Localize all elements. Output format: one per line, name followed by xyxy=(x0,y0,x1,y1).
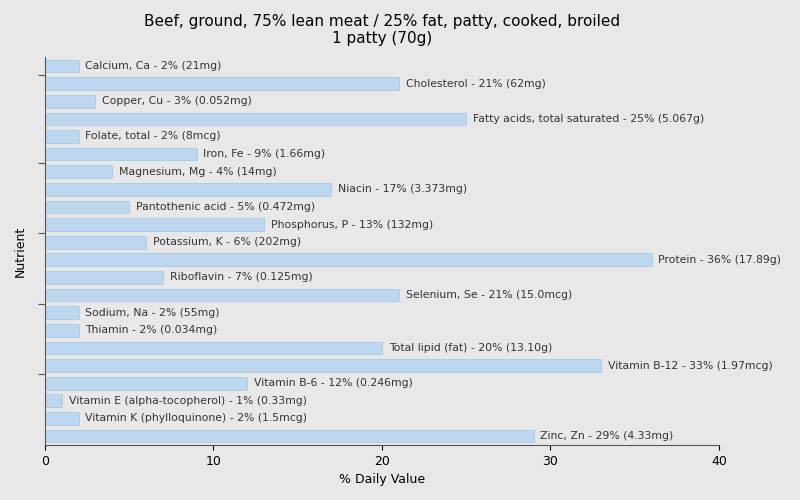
Text: Protein - 36% (17.89g): Protein - 36% (17.89g) xyxy=(658,255,782,265)
Bar xyxy=(45,148,197,160)
Bar xyxy=(45,359,601,372)
Text: Vitamin B-6 - 12% (0.246mg): Vitamin B-6 - 12% (0.246mg) xyxy=(254,378,413,388)
Bar xyxy=(45,254,651,266)
Bar xyxy=(45,430,534,442)
Bar xyxy=(45,306,78,319)
Bar xyxy=(45,200,129,213)
Y-axis label: Nutrient: Nutrient xyxy=(14,226,27,276)
Text: Vitamin K (phylloquinone) - 2% (1.5mcg): Vitamin K (phylloquinone) - 2% (1.5mcg) xyxy=(86,414,307,424)
Bar xyxy=(45,130,78,143)
Text: Calcium, Ca - 2% (21mg): Calcium, Ca - 2% (21mg) xyxy=(86,61,222,71)
Text: Riboflavin - 7% (0.125mg): Riboflavin - 7% (0.125mg) xyxy=(170,272,312,282)
Text: Vitamin E (alpha-tocopherol) - 1% (0.33mg): Vitamin E (alpha-tocopherol) - 1% (0.33m… xyxy=(69,396,306,406)
Text: Thiamin - 2% (0.034mg): Thiamin - 2% (0.034mg) xyxy=(86,326,218,336)
Text: Phosphorus, P - 13% (132mg): Phosphorus, P - 13% (132mg) xyxy=(270,220,433,230)
Bar xyxy=(45,342,382,354)
Text: Vitamin B-12 - 33% (1.97mcg): Vitamin B-12 - 33% (1.97mcg) xyxy=(608,360,773,370)
Bar xyxy=(45,60,78,72)
Text: Selenium, Se - 21% (15.0mcg): Selenium, Se - 21% (15.0mcg) xyxy=(406,290,572,300)
Text: Cholesterol - 21% (62mg): Cholesterol - 21% (62mg) xyxy=(406,78,546,88)
Bar xyxy=(45,166,112,178)
Bar xyxy=(45,271,163,284)
Text: Fatty acids, total saturated - 25% (5.067g): Fatty acids, total saturated - 25% (5.06… xyxy=(473,114,704,124)
Bar xyxy=(45,218,264,231)
Bar xyxy=(45,394,62,407)
Bar xyxy=(45,377,247,390)
X-axis label: % Daily Value: % Daily Value xyxy=(339,473,425,486)
Bar xyxy=(45,112,466,125)
Text: Zinc, Zn - 29% (4.33mg): Zinc, Zn - 29% (4.33mg) xyxy=(540,431,674,441)
Bar xyxy=(45,95,95,108)
Text: Iron, Fe - 9% (1.66mg): Iron, Fe - 9% (1.66mg) xyxy=(203,149,326,159)
Bar xyxy=(45,236,146,248)
Text: Copper, Cu - 3% (0.052mg): Copper, Cu - 3% (0.052mg) xyxy=(102,96,252,106)
Bar xyxy=(45,78,398,90)
Bar xyxy=(45,288,398,302)
Text: Magnesium, Mg - 4% (14mg): Magnesium, Mg - 4% (14mg) xyxy=(119,166,277,176)
Text: Folate, total - 2% (8mcg): Folate, total - 2% (8mcg) xyxy=(86,132,221,141)
Bar xyxy=(45,183,331,196)
Text: Pantothenic acid - 5% (0.472mg): Pantothenic acid - 5% (0.472mg) xyxy=(136,202,315,212)
Title: Beef, ground, 75% lean meat / 25% fat, patty, cooked, broiled
1 patty (70g): Beef, ground, 75% lean meat / 25% fat, p… xyxy=(144,14,620,46)
Text: Potassium, K - 6% (202mg): Potassium, K - 6% (202mg) xyxy=(153,237,301,247)
Text: Niacin - 17% (3.373mg): Niacin - 17% (3.373mg) xyxy=(338,184,467,194)
Bar xyxy=(45,412,78,424)
Text: Sodium, Na - 2% (55mg): Sodium, Na - 2% (55mg) xyxy=(86,308,220,318)
Text: Total lipid (fat) - 20% (13.10g): Total lipid (fat) - 20% (13.10g) xyxy=(389,343,552,353)
Bar xyxy=(45,324,78,336)
